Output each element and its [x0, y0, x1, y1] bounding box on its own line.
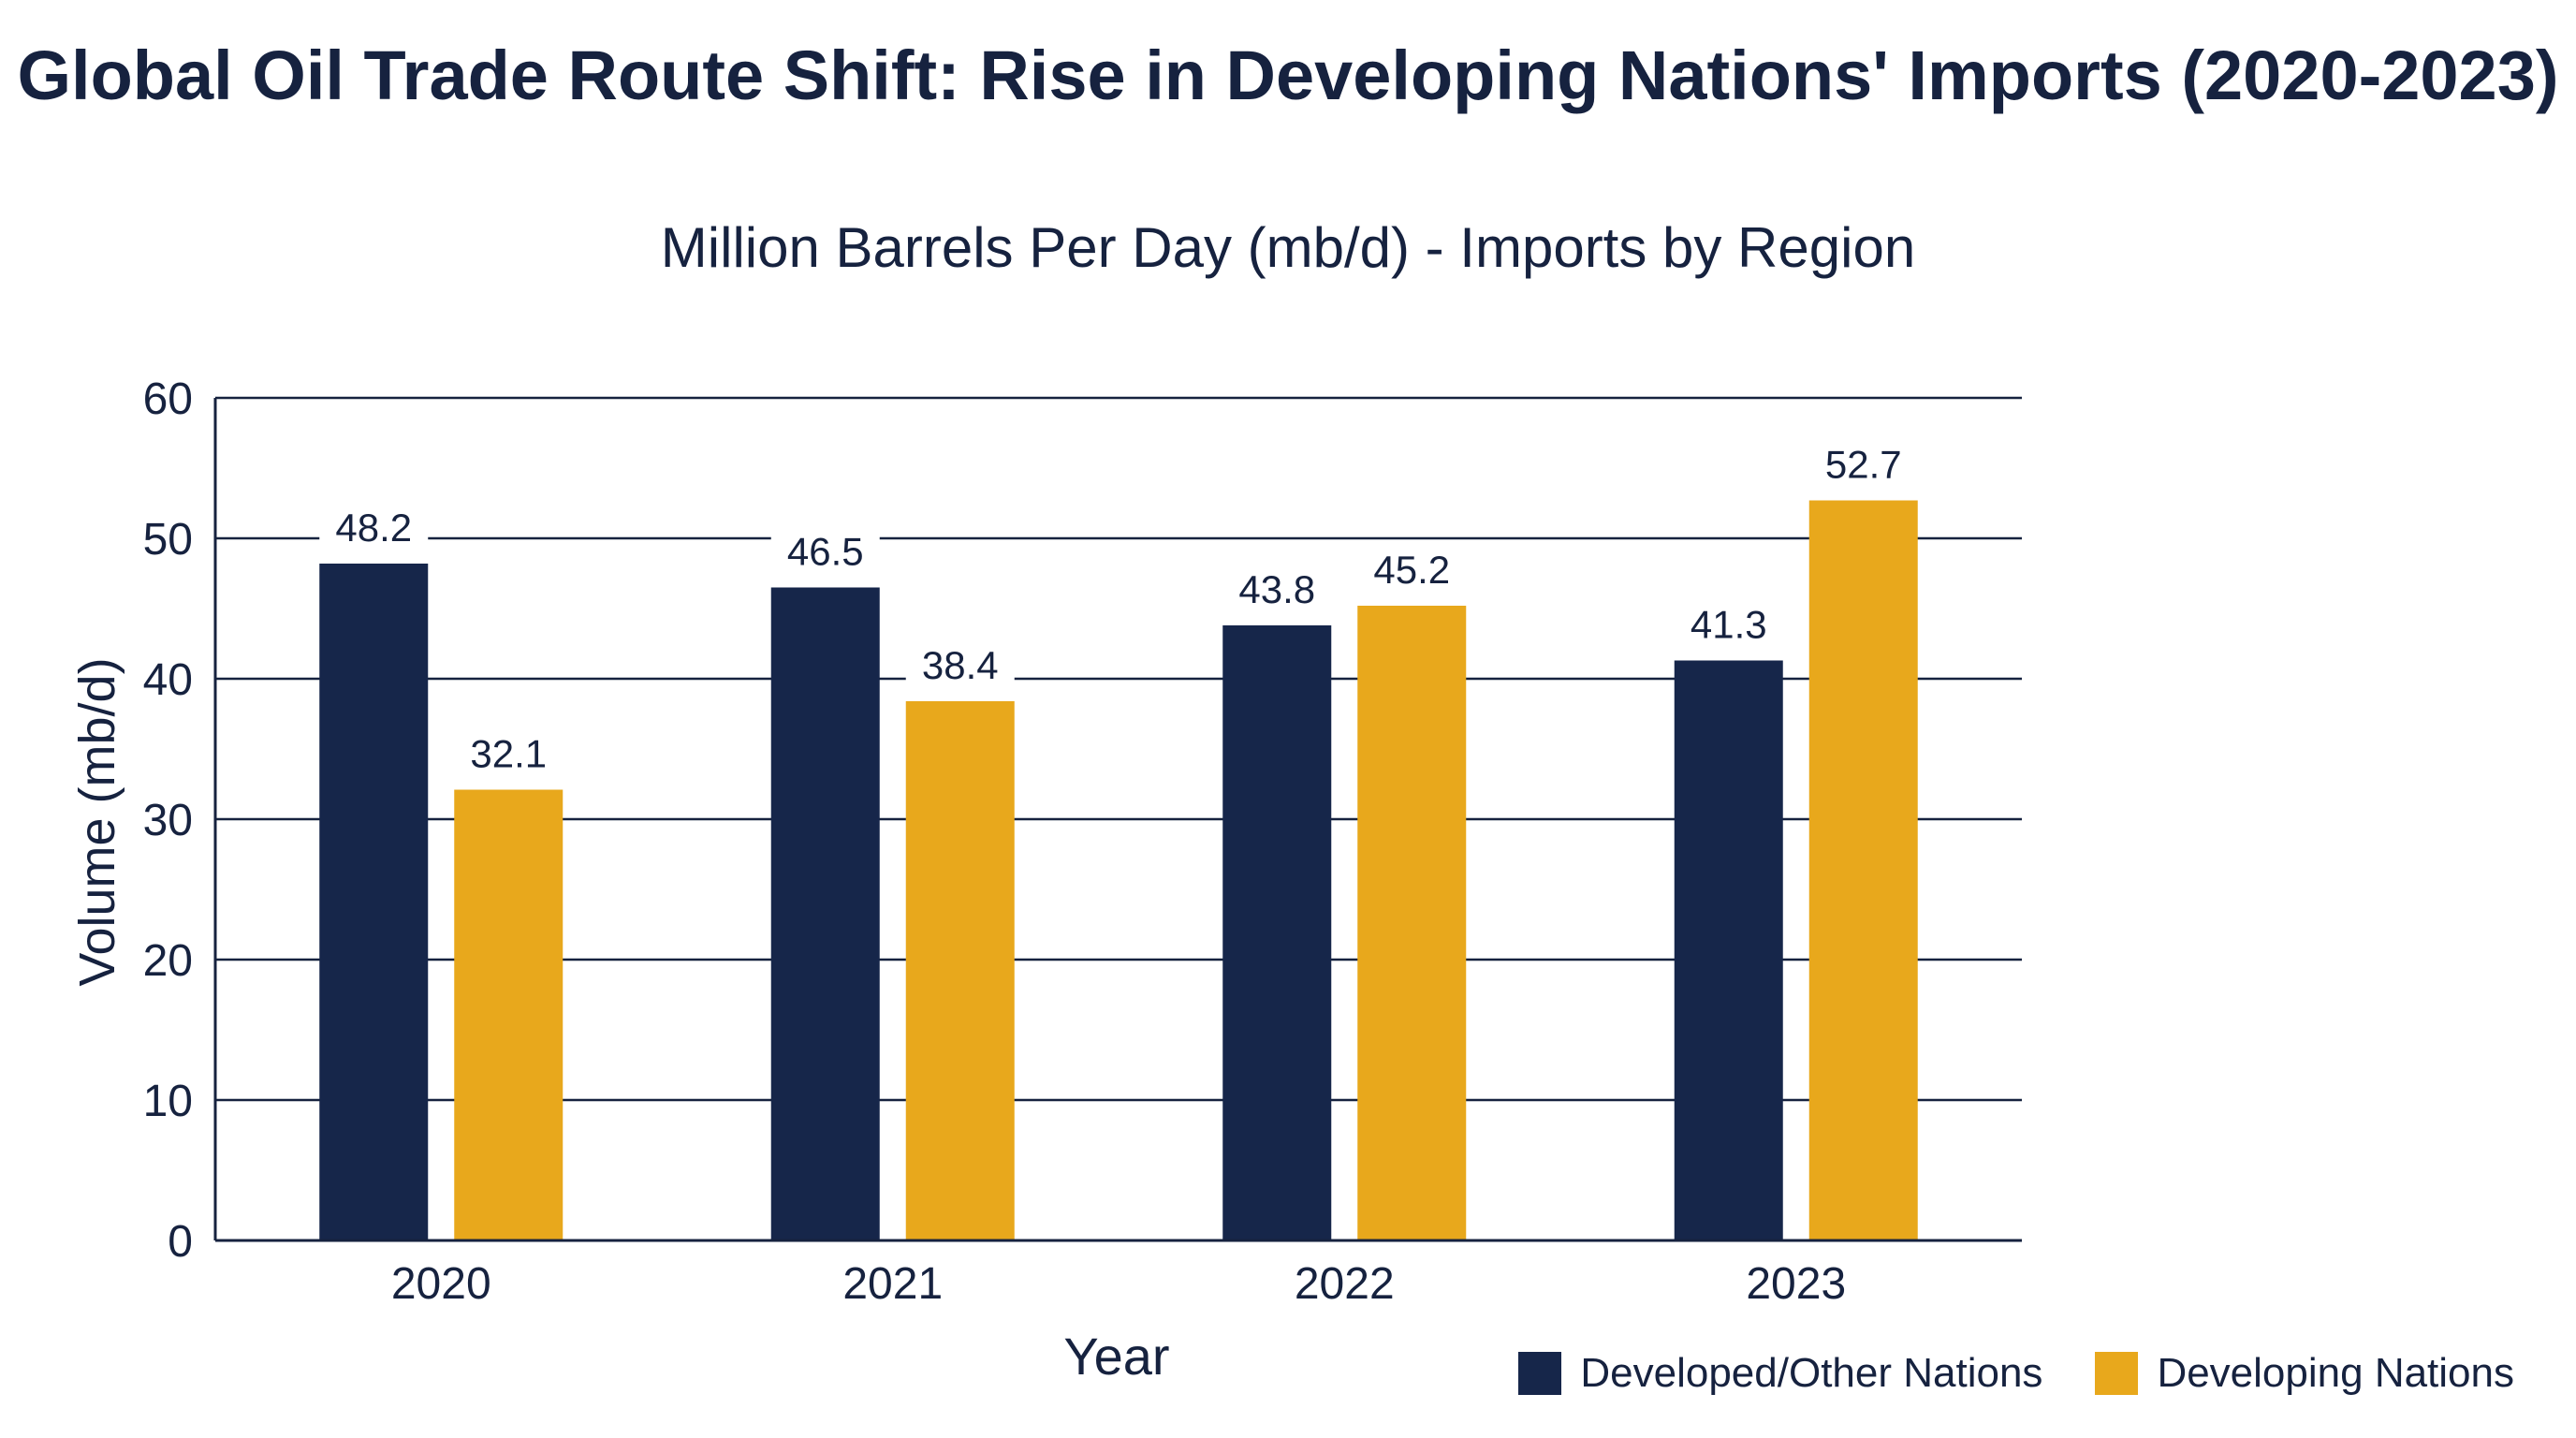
data-label-background — [905, 641, 1015, 686]
bar-developed-2023 — [1674, 660, 1783, 1240]
data-label-background — [1808, 440, 1918, 486]
data-label: 46.5 — [787, 530, 864, 574]
x-tick-label: 2022 — [1295, 1259, 1395, 1309]
x-tick-label: 2021 — [842, 1259, 943, 1309]
legend-swatch-developed — [1518, 1352, 1562, 1395]
data-label: 52.7 — [1825, 443, 1902, 487]
legend: Developed/Other Nations Developing Natio… — [1466, 1350, 2514, 1397]
y-tick-label: 50 — [143, 515, 193, 565]
x-tick-label: 2023 — [1746, 1259, 1846, 1309]
legend-item-developed: Developed/Other Nations — [1518, 1350, 2042, 1397]
data-labels: 48.2 32.1 46.5 38.4 43.8 45.2 41.3 52.7 — [319, 440, 1918, 776]
bar-developed-2022 — [1222, 625, 1332, 1240]
bar-developed-2021 — [770, 587, 880, 1240]
bar-developing-2021 — [905, 701, 1015, 1240]
axes: 0 10 20 30 40 50 60 2020 2021 2022 2023 — [143, 374, 2022, 1309]
bar-developing-2022 — [1357, 606, 1467, 1240]
bars — [319, 500, 1918, 1240]
bar-developing-2020 — [454, 789, 564, 1240]
y-axis-title: Volume (mb/d) — [69, 657, 125, 986]
data-label: 48.2 — [335, 506, 412, 550]
data-label-background — [454, 729, 564, 775]
bar-developing-2023 — [1808, 500, 1918, 1240]
legend-label-developed: Developed/Other Nations — [1580, 1350, 2043, 1396]
legend-swatch-developing — [2095, 1352, 2139, 1395]
y-tick-label: 0 — [168, 1217, 193, 1267]
data-label-background — [319, 504, 429, 549]
data-label: 38.4 — [922, 643, 999, 687]
y-tick-label: 20 — [143, 936, 193, 986]
data-label-background — [1222, 565, 1332, 610]
data-label: 32.1 — [470, 732, 547, 776]
data-label-background — [1357, 546, 1467, 591]
data-label: 45.2 — [1373, 548, 1450, 592]
legend-label-developing: Developing Nations — [2157, 1350, 2514, 1396]
chart-title: Global Oil Trade Route Shift: Rise in De… — [17, 37, 2559, 114]
bar-developed-2020 — [319, 564, 429, 1240]
x-tick-label: 2020 — [391, 1259, 491, 1309]
y-tick-label: 10 — [143, 1077, 193, 1126]
y-tick-label: 30 — [143, 796, 193, 845]
chart-subtitle: Million Barrels Per Day (mb/d) - Imports… — [660, 216, 1916, 279]
data-label: 41.3 — [1690, 603, 1767, 647]
data-label: 43.8 — [1238, 567, 1315, 611]
y-tick-label: 40 — [143, 655, 193, 705]
legend-item-developing: Developing Nations — [2095, 1350, 2514, 1397]
data-label-background — [1674, 600, 1783, 646]
x-axis-title: Year — [1063, 1327, 1169, 1386]
y-tick-label: 60 — [143, 374, 193, 424]
data-label-background — [770, 527, 880, 573]
